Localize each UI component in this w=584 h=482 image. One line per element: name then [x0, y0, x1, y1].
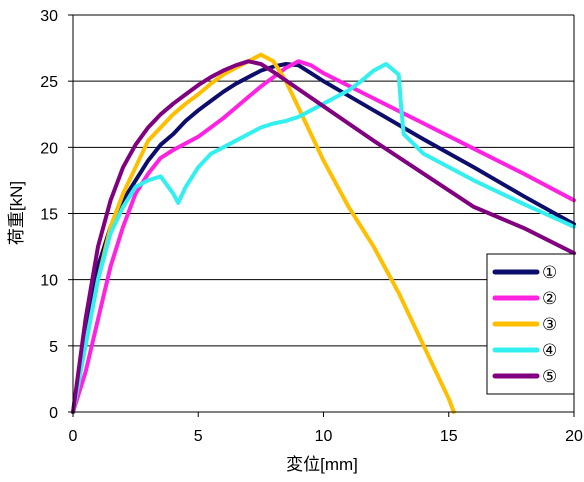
- x-tick-label-5: 5: [194, 428, 203, 445]
- y-tick-label-5: 5: [49, 339, 58, 356]
- y-tick-label-30: 30: [40, 8, 58, 25]
- legend: ① ② ③ ④ ⑤: [486, 253, 575, 395]
- x-axis-label: 変位[mm]: [286, 455, 358, 474]
- legend-label-5: ⑤: [542, 367, 557, 386]
- series-line-1: [71, 62, 576, 414]
- y-tick-label-10: 10: [40, 273, 58, 290]
- y-tick-label-25: 25: [40, 74, 58, 91]
- x-tick-label-0: 0: [69, 428, 78, 445]
- y-tick-label-0: 0: [49, 405, 58, 422]
- x-tick-label-20: 20: [565, 428, 583, 445]
- series-lines: [71, 52, 576, 414]
- series-line-2: [71, 59, 576, 414]
- y-axis-label: 荷重[kN]: [7, 181, 26, 245]
- y-tick-label-15: 15: [40, 207, 58, 224]
- series-line-4: [71, 62, 576, 414]
- x-tick-label-15: 15: [440, 428, 458, 445]
- legend-label-4: ④: [542, 341, 557, 360]
- legend-label-3: ③: [542, 315, 557, 334]
- y-tick-label-20: 20: [40, 140, 58, 157]
- tick-labels: 0 5 10 15 20 25 30 0 5 10 15 20: [40, 8, 583, 445]
- x-tick-label-10: 10: [315, 428, 333, 445]
- series-line-5: [71, 59, 576, 414]
- legend-label-1: ①: [542, 263, 557, 282]
- series-line-3: [71, 52, 456, 414]
- legend-label-2: ②: [542, 289, 557, 308]
